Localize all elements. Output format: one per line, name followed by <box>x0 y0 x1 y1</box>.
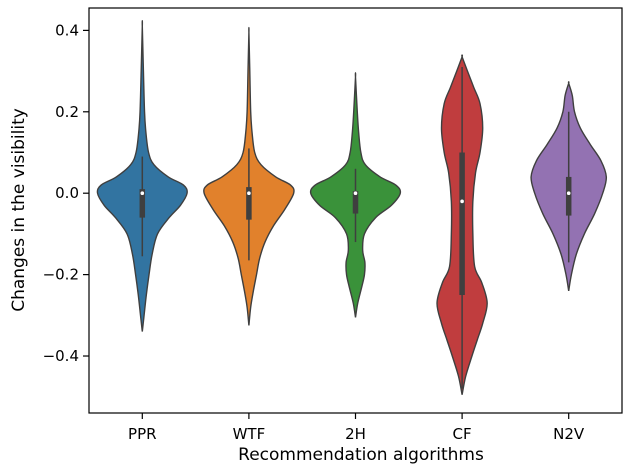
violin-median-dot <box>140 191 145 196</box>
y-axis-label: Changes in the visibility <box>9 108 29 312</box>
violin-median-dot <box>566 191 571 196</box>
violin-ppr <box>96 20 188 332</box>
violin-median-dot <box>353 191 358 196</box>
violin-n2v <box>530 81 608 292</box>
y-tick-label: 0.4 <box>55 21 79 39</box>
x-tick-label: PPR <box>128 425 157 443</box>
x-tick-label: N2V <box>553 425 585 443</box>
x-tick-label: CF <box>453 425 472 443</box>
y-tick-label: 0.0 <box>55 184 79 202</box>
x-tick-label: 2H <box>345 425 366 443</box>
y-tick-label: −0.4 <box>43 347 79 365</box>
violin-2h <box>309 72 402 318</box>
violin-wtf <box>203 26 295 326</box>
y-tick-label: −0.2 <box>43 266 79 284</box>
x-tick-label: WTF <box>233 425 266 443</box>
violin-cf <box>436 54 488 395</box>
violin-median-dot <box>460 199 464 204</box>
y-ticks-group: −0.4 −0.2 0.0 0.2 0.4 <box>43 21 89 365</box>
x-axis-label: Recommendation algorithms <box>238 445 484 465</box>
x-ticks-group: PPR WTF 2H CF N2V <box>128 413 585 443</box>
violins-group <box>96 20 608 395</box>
violin-median-dot <box>247 191 251 196</box>
y-tick-label: 0.2 <box>55 103 79 121</box>
